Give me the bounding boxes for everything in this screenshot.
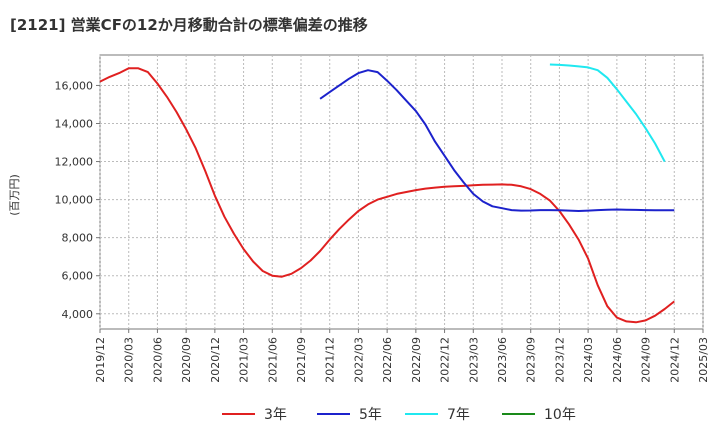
y-tick-label: 6,000 [62,270,94,283]
series-line-5年 [319,69,675,212]
legend-label: 7年 [447,407,470,423]
y-axis-label: (百万円) [8,174,21,216]
grid-lines [99,55,704,329]
x-tick-label: 2024/06 [611,337,624,383]
chart-title: [2121] 営業CFの12か月移動合計の標準偏差の推移 [10,16,368,34]
legend-label: 10年 [544,407,576,423]
y-tick-label: 10,000 [55,194,94,207]
x-tick-label: 2024/12 [668,337,681,383]
legend-label: 3年 [264,407,287,423]
x-tick-label: 2021/09 [295,337,308,383]
legend-item: 10年 [502,407,576,423]
y-tick-label: 14,000 [55,118,94,131]
x-tick-label: 2020/12 [209,337,222,383]
x-tick-label: 2024/09 [640,337,653,383]
x-tick-label: 2022/06 [381,337,394,383]
x-tick-label: 2022/03 [352,337,365,383]
series-line-7年 [549,63,666,163]
x-tick-label: 2023/12 [553,337,566,383]
y-tick-label: 12,000 [55,156,94,169]
y-axis-ticks: 4,000 6,000 8,000 10,000 12,000 14,000 16,000 [55,79,100,321]
x-tick-label: 2020/03 [123,337,136,383]
y-tick-label: 4,000 [62,308,94,321]
x-tick-label: 2024/03 [582,337,595,383]
x-tick-label: 2023/06 [496,337,509,383]
x-tick-label: 2021/12 [324,337,337,383]
legend: 3年 5年 7年 10年 [222,407,576,423]
x-tick-label: 2020/06 [151,337,164,383]
legend-label: 5年 [359,407,382,423]
legend-item: 3年 [222,407,287,423]
x-tick-label: 2023/09 [525,337,538,383]
series-lines [99,63,675,324]
legend-item: 5年 [317,407,382,423]
x-tick-label: 2019/12 [94,337,107,383]
x-axis-ticks: 2019/12 2020/03 2020/06 2020/09 2020/12 2021/… [94,329,710,383]
x-tick-label: 2025/03 [697,337,710,383]
x-tick-label: 2020/09 [180,337,193,383]
x-tick-label: 2022/12 [439,337,452,383]
legend-item: 7年 [405,407,470,423]
x-tick-label: 2022/09 [410,337,423,383]
x-tick-label: 2021/06 [266,337,279,383]
y-tick-label: 16,000 [55,79,94,92]
x-tick-label: 2023/03 [467,337,480,383]
series-line-3年 [99,67,675,324]
x-tick-label: 2021/03 [238,337,251,383]
y-tick-label: 8,000 [62,232,94,245]
